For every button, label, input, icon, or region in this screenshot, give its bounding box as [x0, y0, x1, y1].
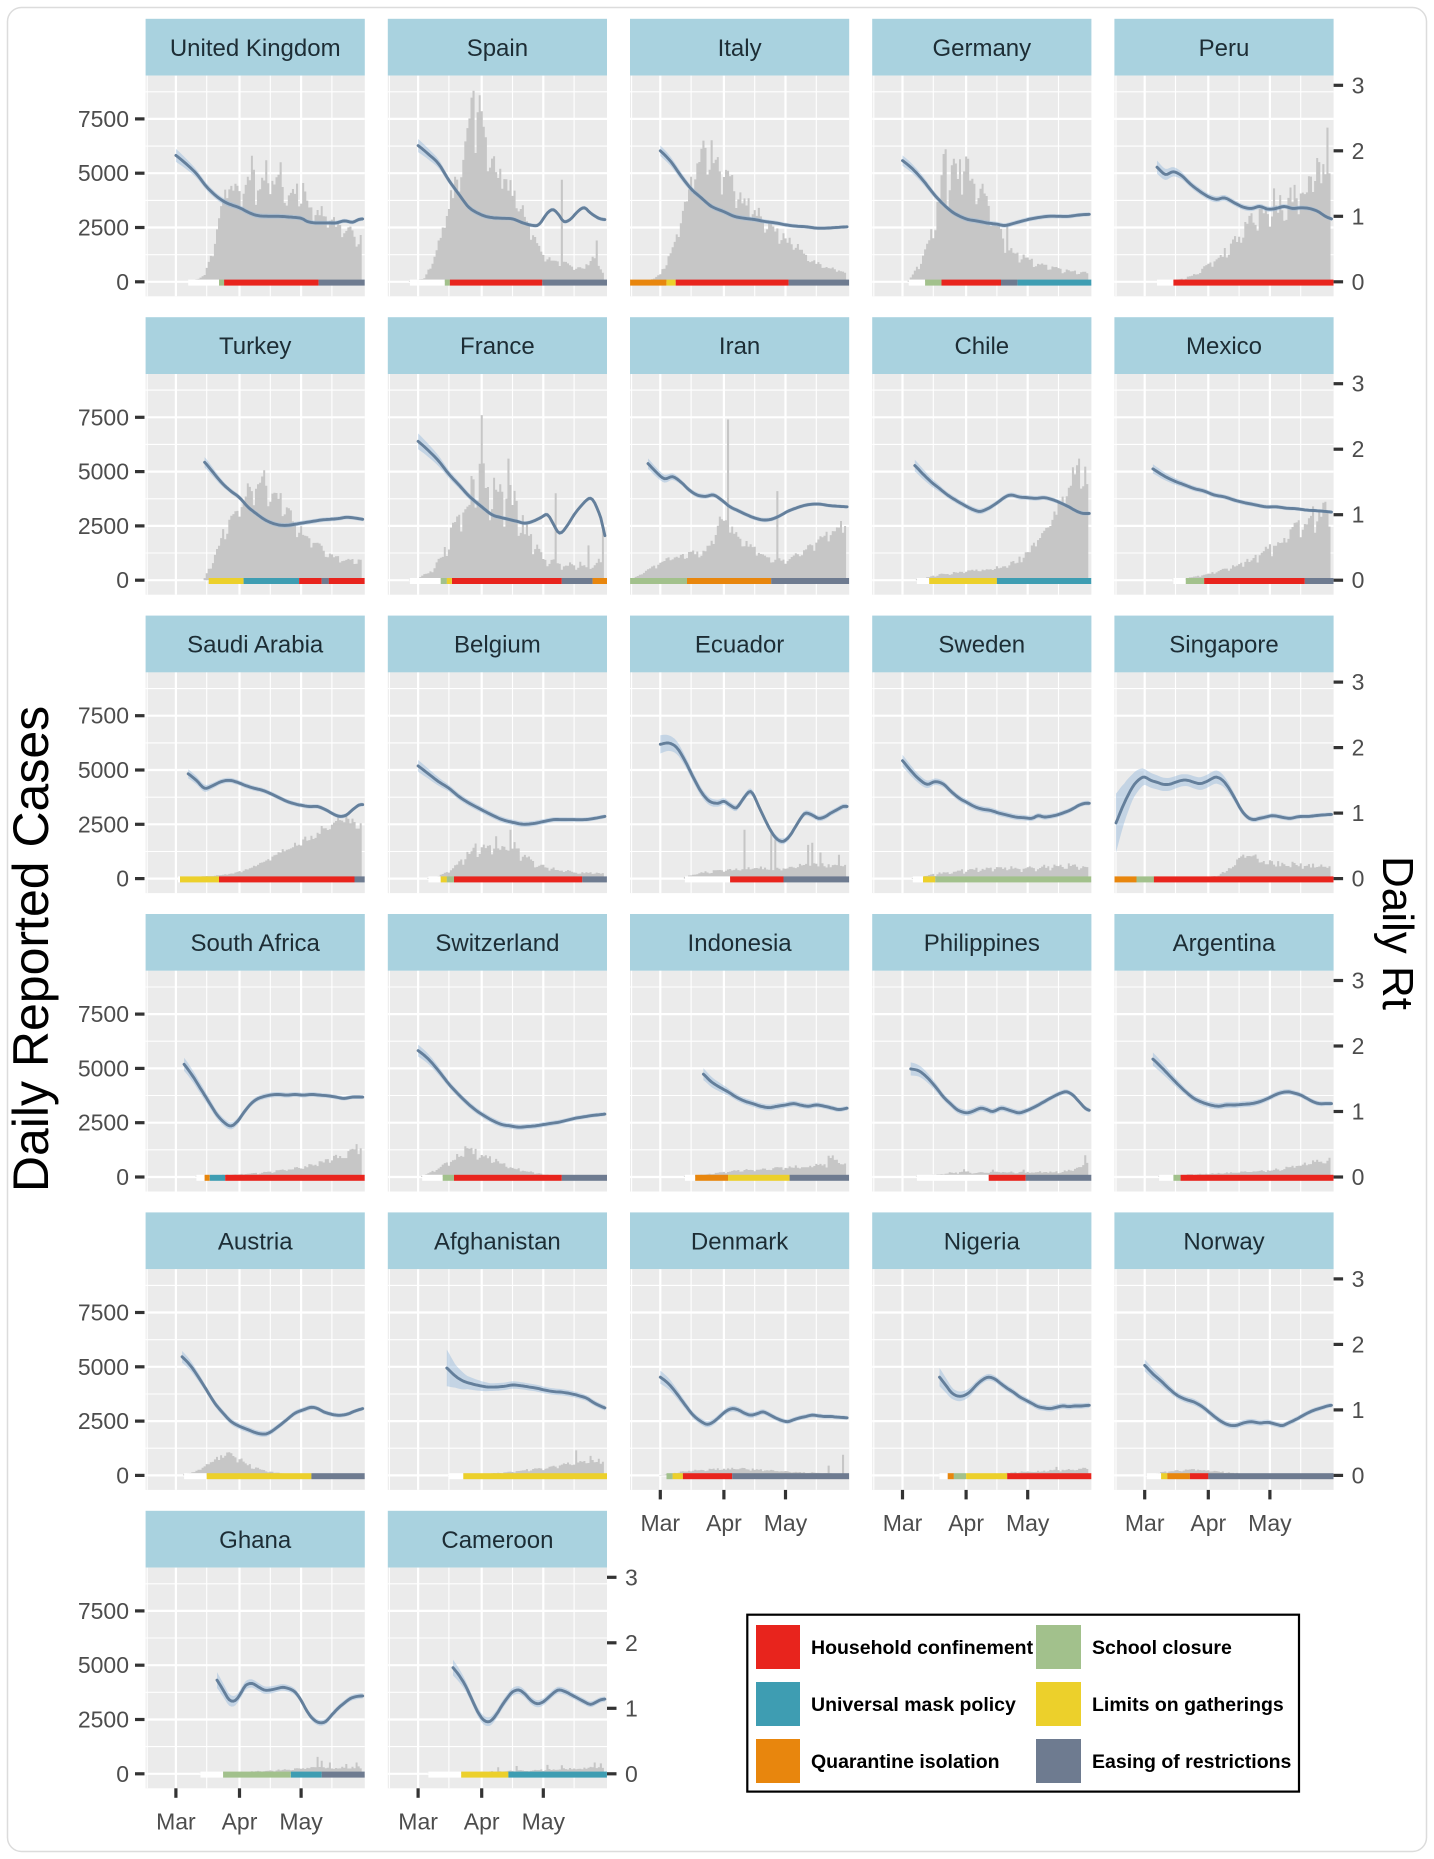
svg-text:3: 3 — [625, 1564, 638, 1590]
svg-text:Mar: Mar — [1125, 1510, 1165, 1536]
svg-text:France: France — [460, 333, 535, 360]
svg-text:7500: 7500 — [78, 1001, 129, 1027]
svg-text:May: May — [764, 1510, 808, 1536]
svg-text:Quarantine isolation: Quarantine isolation — [811, 1751, 1000, 1773]
svg-text:Saudi Arabia: Saudi Arabia — [187, 632, 324, 659]
svg-text:Singapore: Singapore — [1169, 632, 1278, 659]
svg-text:Sweden: Sweden — [938, 632, 1025, 659]
svg-text:Germany: Germany — [932, 35, 1031, 62]
svg-text:2500: 2500 — [78, 1707, 129, 1733]
svg-text:Apr: Apr — [222, 1808, 258, 1834]
svg-text:0: 0 — [116, 567, 129, 593]
svg-text:Limits on gatherings: Limits on gatherings — [1092, 1694, 1284, 1716]
svg-text:2500: 2500 — [78, 215, 129, 241]
svg-text:7500: 7500 — [78, 1300, 129, 1326]
svg-text:Switzerland: Switzerland — [435, 930, 559, 957]
svg-text:7500: 7500 — [78, 404, 129, 430]
svg-text:5000: 5000 — [78, 757, 129, 783]
svg-text:7500: 7500 — [78, 703, 129, 729]
svg-text:South Africa: South Africa — [190, 930, 320, 957]
svg-text:0: 0 — [116, 1462, 129, 1488]
svg-text:0: 0 — [625, 1761, 638, 1787]
svg-text:Mar: Mar — [883, 1510, 923, 1536]
svg-text:0: 0 — [116, 866, 129, 892]
svg-text:Mar: Mar — [398, 1808, 438, 1834]
svg-text:Cameroon: Cameroon — [441, 1527, 553, 1554]
svg-text:May: May — [1248, 1510, 1292, 1536]
svg-text:Household confinement: Household confinement — [811, 1637, 1034, 1659]
svg-text:United Kingdom: United Kingdom — [170, 35, 341, 62]
svg-text:Afghanistan: Afghanistan — [434, 1228, 561, 1255]
svg-text:2: 2 — [625, 1630, 638, 1656]
svg-text:3: 3 — [1352, 371, 1365, 397]
svg-text:5000: 5000 — [78, 1652, 129, 1678]
svg-text:0: 0 — [1352, 567, 1365, 593]
svg-text:7500: 7500 — [78, 106, 129, 132]
svg-text:Chile: Chile — [954, 333, 1009, 360]
svg-text:Daily Rt: Daily Rt — [1373, 856, 1422, 1010]
svg-text:Nigeria: Nigeria — [944, 1228, 1021, 1255]
svg-text:3: 3 — [1352, 1266, 1365, 1292]
svg-text:1: 1 — [1352, 1397, 1365, 1423]
svg-text:Mexico: Mexico — [1186, 333, 1262, 360]
svg-text:May: May — [279, 1808, 323, 1834]
svg-text:Philippines: Philippines — [924, 930, 1040, 957]
svg-text:Austria: Austria — [218, 1228, 293, 1255]
svg-text:Ghana: Ghana — [219, 1527, 292, 1554]
svg-text:May: May — [522, 1808, 566, 1834]
svg-text:2: 2 — [1352, 436, 1365, 462]
svg-text:2: 2 — [1352, 138, 1365, 164]
svg-text:Belgium: Belgium — [454, 632, 541, 659]
svg-text:Apr: Apr — [1190, 1510, 1226, 1536]
svg-text:Apr: Apr — [464, 1808, 500, 1834]
svg-text:Mar: Mar — [156, 1808, 196, 1834]
svg-text:0: 0 — [116, 1164, 129, 1190]
svg-text:Spain: Spain — [467, 35, 528, 62]
svg-text:Argentina: Argentina — [1173, 930, 1276, 957]
svg-text:Indonesia: Indonesia — [688, 930, 793, 957]
svg-text:Italy: Italy — [718, 35, 762, 62]
svg-text:1: 1 — [625, 1695, 638, 1721]
svg-text:5000: 5000 — [78, 1354, 129, 1380]
svg-text:Mar: Mar — [640, 1510, 680, 1536]
svg-text:2500: 2500 — [78, 1408, 129, 1434]
svg-text:Apr: Apr — [948, 1510, 984, 1536]
svg-text:May: May — [1006, 1510, 1050, 1536]
svg-text:0: 0 — [1352, 269, 1365, 295]
svg-text:Turkey: Turkey — [219, 333, 291, 360]
svg-text:1: 1 — [1352, 502, 1365, 528]
svg-text:Iran: Iran — [719, 333, 760, 360]
svg-text:Daily Reported Cases: Daily Reported Cases — [3, 706, 59, 1192]
svg-text:2500: 2500 — [78, 513, 129, 539]
svg-text:0: 0 — [116, 269, 129, 295]
svg-text:Denmark: Denmark — [691, 1228, 789, 1255]
svg-text:2500: 2500 — [78, 1110, 129, 1136]
svg-text:3: 3 — [1352, 72, 1365, 98]
svg-text:School closure: School closure — [1092, 1637, 1232, 1659]
svg-text:Easing of restrictions: Easing of restrictions — [1092, 1751, 1292, 1773]
svg-text:1: 1 — [1352, 1099, 1365, 1125]
svg-text:0: 0 — [1352, 1164, 1365, 1190]
svg-text:Norway: Norway — [1183, 1228, 1264, 1255]
svg-text:0: 0 — [116, 1761, 129, 1787]
svg-text:Peru: Peru — [1199, 35, 1250, 62]
svg-text:5000: 5000 — [78, 160, 129, 186]
svg-text:Ecuador: Ecuador — [695, 632, 784, 659]
svg-text:Universal mask policy: Universal mask policy — [811, 1694, 1016, 1716]
svg-text:1: 1 — [1352, 800, 1365, 826]
svg-text:3: 3 — [1352, 669, 1365, 695]
svg-text:2: 2 — [1352, 1331, 1365, 1357]
svg-text:2: 2 — [1352, 1033, 1365, 1059]
svg-text:Apr: Apr — [706, 1510, 742, 1536]
svg-text:5000: 5000 — [78, 459, 129, 485]
svg-text:0: 0 — [1352, 866, 1365, 892]
svg-text:1: 1 — [1352, 203, 1365, 229]
svg-text:2500: 2500 — [78, 811, 129, 837]
svg-text:3: 3 — [1352, 968, 1365, 994]
svg-text:7500: 7500 — [78, 1598, 129, 1624]
svg-text:2: 2 — [1352, 735, 1365, 761]
svg-text:0: 0 — [1352, 1462, 1365, 1488]
svg-text:5000: 5000 — [78, 1055, 129, 1081]
